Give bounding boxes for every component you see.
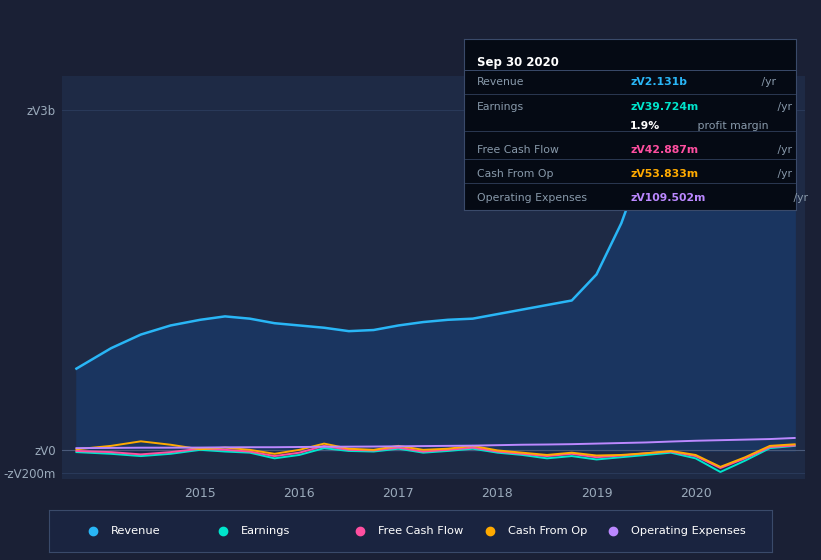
Text: zᐯ39.724m: zᐯ39.724m	[631, 102, 699, 113]
Text: Revenue: Revenue	[477, 77, 525, 87]
Text: Cash From Op: Cash From Op	[477, 169, 553, 179]
Text: Revenue: Revenue	[111, 526, 160, 535]
Text: zᐯ109.502m: zᐯ109.502m	[631, 193, 705, 203]
Text: Operating Expenses: Operating Expenses	[631, 526, 745, 535]
Text: /yr: /yr	[773, 102, 791, 113]
Text: Free Cash Flow: Free Cash Flow	[378, 526, 463, 535]
Text: 1.9%: 1.9%	[631, 121, 660, 131]
Text: Operating Expenses: Operating Expenses	[477, 193, 587, 203]
Text: Free Cash Flow: Free Cash Flow	[477, 145, 559, 155]
Text: /yr: /yr	[773, 169, 791, 179]
Text: /yr: /yr	[758, 77, 776, 87]
Text: zᐯ53.833m: zᐯ53.833m	[631, 169, 698, 179]
Text: Sep 30 2020: Sep 30 2020	[477, 57, 559, 69]
Text: /yr: /yr	[773, 145, 791, 155]
Text: Earnings: Earnings	[477, 102, 525, 113]
Text: zᐯ42.887m: zᐯ42.887m	[631, 145, 698, 155]
Text: Cash From Op: Cash From Op	[508, 526, 587, 535]
Text: Earnings: Earnings	[241, 526, 290, 535]
Text: profit margin: profit margin	[694, 121, 768, 131]
Text: zᐯ2.131b: zᐯ2.131b	[631, 77, 687, 87]
Text: /yr: /yr	[790, 193, 808, 203]
